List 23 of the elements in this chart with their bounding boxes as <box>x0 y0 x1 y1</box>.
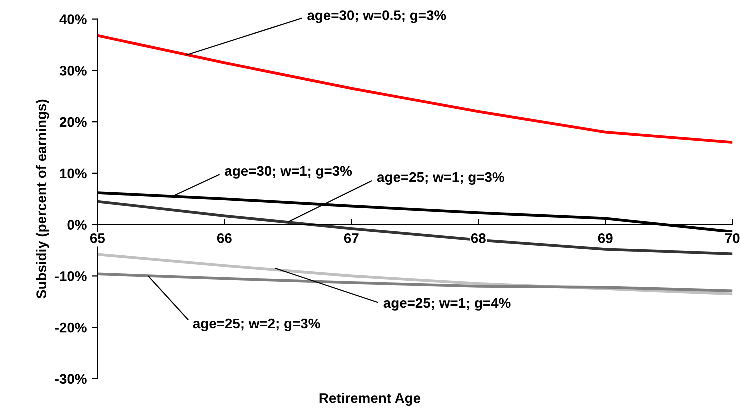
y-tick-label: 10% <box>60 168 87 179</box>
x-tick-label: 69 <box>598 234 613 244</box>
y-tick-label: 20% <box>60 117 87 128</box>
annotation: age=25; w=2; g=3% <box>193 318 320 332</box>
y-tick-label: 0% <box>68 220 87 230</box>
y-tick-label: 40% <box>60 14 87 24</box>
y-tick-label: 30% <box>60 66 87 76</box>
x-tick-label: 66 <box>217 234 232 244</box>
x-tick-label: 67 <box>344 234 359 244</box>
x-axis-title: Retirement Age <box>320 393 421 406</box>
line-series <box>98 34 733 144</box>
y-axis-title: Subsidiy (percent of earnings) <box>36 100 50 299</box>
annotation: age=30; w=0.5; g=3% <box>308 10 446 24</box>
annotation: age=30; w=1; g=3% <box>225 166 352 179</box>
x-tick-label: 70 <box>725 234 740 244</box>
y-tick-label: -20% <box>55 322 87 333</box>
x-tick-label: 68 <box>471 234 486 244</box>
line-series <box>98 272 733 292</box>
x-tick-label: 65 <box>90 234 106 244</box>
annotation: age=25; w=1; g=4% <box>384 298 511 311</box>
annotation: age=25; w=1; g=3% <box>377 172 504 186</box>
y-tick-label: -30% <box>55 374 87 384</box>
y-tick-label: -10% <box>55 272 87 282</box>
